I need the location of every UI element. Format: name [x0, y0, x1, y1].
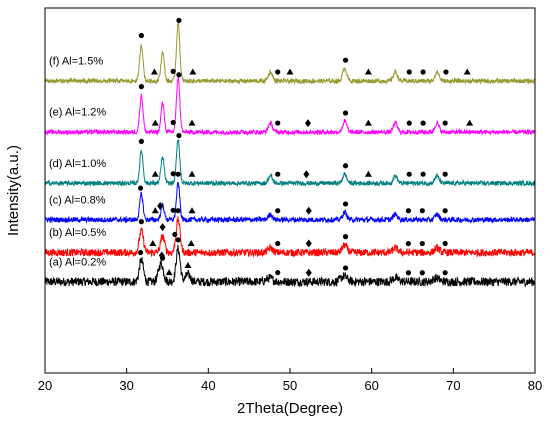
marker-circle [176, 18, 181, 23]
marker-circle [406, 241, 411, 246]
marker-circle [343, 201, 348, 206]
marker-circle [171, 120, 176, 125]
marker-circle [275, 270, 280, 275]
marker-circle [443, 208, 448, 213]
marker-circle [138, 250, 143, 255]
marker-circle [138, 186, 143, 191]
marker-circle [420, 270, 425, 275]
marker-triangle [152, 171, 159, 177]
x-tick-label: 20 [38, 378, 52, 393]
marker-circle [275, 69, 280, 74]
marker-circle [343, 58, 348, 63]
marker-triangle [365, 69, 372, 75]
marker-circle [420, 208, 425, 213]
x-tick-label: 50 [283, 378, 297, 393]
marker-circle [275, 172, 280, 177]
series-label-layer: (a) Al=0.2% (b) Al=0.5% (c) Al=0.8% (d) Al=… [49, 56, 106, 269]
marker-triangle [184, 262, 191, 268]
x-tick-label: 60 [364, 378, 378, 393]
marker-circle [421, 172, 426, 177]
marker-circle [275, 120, 280, 125]
marker-circle [172, 232, 177, 237]
marker-layer [138, 18, 473, 277]
marker-circle [343, 234, 348, 239]
marker-circle [407, 172, 412, 177]
series-line-3 [45, 182, 535, 222]
x-tick-label: 70 [446, 378, 460, 393]
marker-circle [275, 208, 280, 213]
marker-circle [443, 270, 448, 275]
marker-circle [407, 121, 412, 126]
series-label-3: (c) Al=0.8% [49, 194, 106, 206]
marker-diamond [303, 170, 309, 178]
marker-diamond [306, 207, 312, 215]
marker-diamond [306, 240, 312, 248]
series-label-5: (e) Al=1.2% [49, 107, 106, 119]
marker-triangle [466, 120, 473, 126]
marker-circle [139, 33, 144, 38]
series-layer [45, 21, 535, 286]
marker-triangle [189, 120, 196, 126]
marker-circle [420, 241, 425, 246]
marker-circle [176, 208, 181, 213]
marker-circle [171, 171, 176, 176]
marker-diamond [305, 119, 311, 127]
marker-circle [176, 172, 181, 177]
marker-circle [171, 208, 176, 213]
x-tick-label: 80 [528, 378, 542, 393]
marker-triangle [189, 207, 196, 213]
marker-triangle [188, 240, 195, 246]
series-label-4: (d) Al=1.0% [49, 158, 106, 170]
marker-diamond [306, 269, 312, 277]
marker-circle [176, 237, 181, 242]
marker-circle [406, 208, 411, 213]
marker-triangle [464, 69, 471, 75]
marker-circle [160, 256, 165, 261]
marker-triangle [152, 120, 159, 126]
marker-triangle [151, 68, 158, 74]
marker-circle [443, 69, 448, 74]
marker-triangle [189, 171, 196, 177]
marker-circle [139, 139, 144, 144]
marker-diamond [160, 223, 166, 231]
x-tick-layer: 20 30 40 50 60 70 80 [38, 368, 542, 393]
marker-triangle [166, 269, 173, 275]
marker-circle [406, 270, 411, 275]
marker-triangle [365, 171, 372, 177]
marker-triangle [287, 69, 294, 75]
marker-circle [176, 133, 181, 138]
marker-circle [443, 241, 448, 246]
x-tick-label: 30 [119, 378, 133, 393]
x-axis-title: 2Theta(Degree) [237, 400, 343, 417]
marker-circle [176, 72, 181, 77]
marker-circle [421, 121, 426, 126]
marker-circle [443, 172, 448, 177]
marker-triangle [152, 207, 159, 213]
marker-circle [171, 69, 176, 74]
y-axis-title: Intensity(a.u.) [5, 145, 22, 236]
marker-circle [421, 69, 426, 74]
marker-circle [343, 110, 348, 115]
series-label-2: (b) Al=0.5% [49, 227, 106, 239]
marker-circle [343, 163, 348, 168]
marker-triangle [365, 120, 372, 126]
series-label-6: (f) Al=1.5% [49, 56, 103, 68]
marker-circle [275, 241, 280, 246]
marker-triangle [149, 240, 156, 246]
marker-circle [343, 265, 348, 270]
series-line-5 [45, 77, 535, 134]
marker-circle [443, 120, 448, 125]
marker-triangle [189, 69, 196, 75]
marker-circle [139, 84, 144, 89]
series-label-1: (a) Al=0.2% [49, 256, 106, 268]
series-line-4 [45, 140, 535, 186]
marker-circle [139, 219, 144, 224]
marker-circle [407, 69, 412, 74]
plot-frame [45, 8, 535, 373]
x-tick-label: 40 [201, 378, 215, 393]
